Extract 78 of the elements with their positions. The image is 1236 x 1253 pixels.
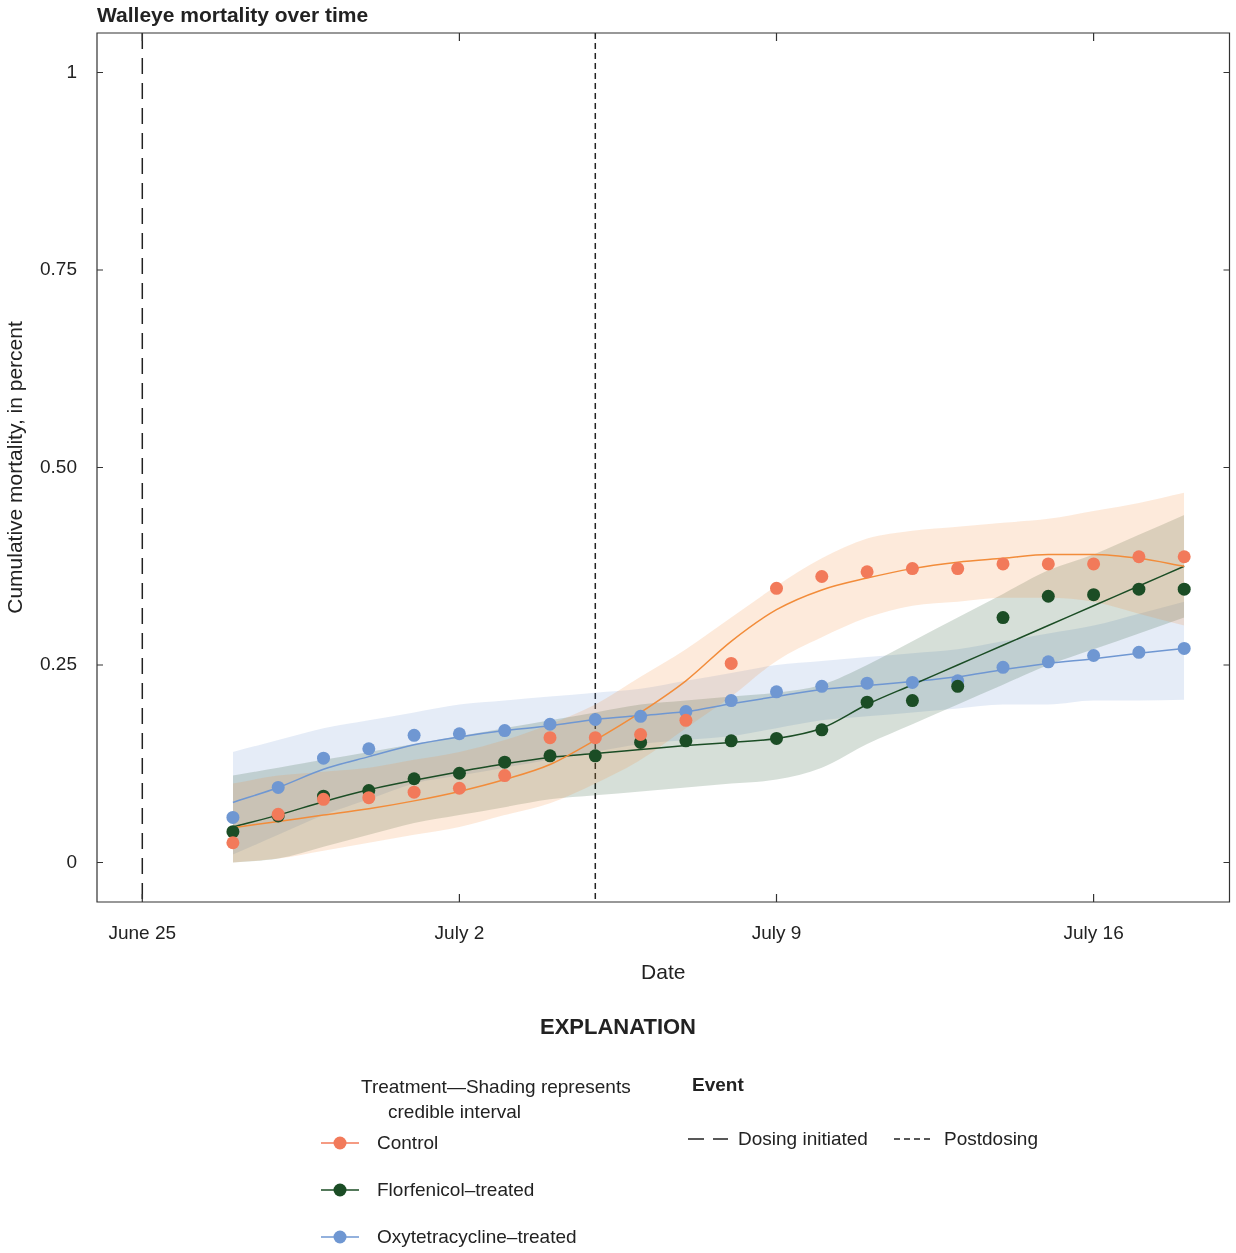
point bbox=[452, 781, 466, 795]
point bbox=[1041, 655, 1055, 669]
point bbox=[996, 660, 1010, 674]
point bbox=[951, 679, 965, 693]
point bbox=[1041, 557, 1055, 571]
point bbox=[543, 731, 557, 745]
point bbox=[226, 810, 240, 824]
text: Treatment—Shading represents credible interval bbox=[361, 1075, 632, 1124]
point bbox=[724, 734, 738, 748]
point bbox=[634, 709, 648, 723]
point bbox=[543, 749, 557, 763]
point bbox=[226, 825, 240, 839]
point bbox=[770, 685, 783, 699]
point bbox=[1087, 649, 1101, 663]
point bbox=[498, 769, 512, 783]
point bbox=[815, 570, 829, 584]
point bbox=[1087, 588, 1101, 602]
point bbox=[815, 723, 829, 737]
point bbox=[271, 780, 285, 794]
y-tick-label: 0.75 bbox=[40, 258, 77, 280]
y-tick-label: 1 bbox=[66, 60, 77, 82]
point bbox=[407, 772, 421, 786]
point bbox=[1177, 550, 1191, 564]
point bbox=[679, 713, 693, 727]
x-tick-label: June 25 bbox=[108, 921, 177, 943]
point bbox=[226, 836, 240, 850]
text: Event bbox=[692, 1074, 744, 1096]
point bbox=[724, 656, 738, 670]
legend-label: Oxytetracycline–treated bbox=[377, 1226, 577, 1248]
point bbox=[905, 562, 919, 576]
point bbox=[452, 766, 466, 780]
point bbox=[1041, 589, 1055, 603]
point bbox=[905, 694, 919, 708]
point bbox=[543, 717, 557, 731]
point bbox=[1132, 645, 1146, 659]
point bbox=[905, 675, 919, 689]
point bbox=[1177, 582, 1191, 596]
point bbox=[860, 695, 874, 709]
y-axis-title: Cumulative mortality, in percent bbox=[3, 321, 27, 614]
point bbox=[951, 562, 965, 576]
point bbox=[588, 731, 602, 745]
y-tick-label: 0.25 bbox=[40, 653, 77, 675]
point bbox=[860, 565, 874, 579]
point bbox=[724, 694, 738, 708]
legend-label: Dosing initiated bbox=[738, 1128, 868, 1150]
point bbox=[815, 679, 829, 693]
point bbox=[860, 676, 874, 690]
legend-label: Postdosing bbox=[944, 1128, 1039, 1150]
point bbox=[634, 728, 648, 742]
point bbox=[1132, 550, 1146, 564]
x-tick-label: July 9 bbox=[751, 921, 802, 943]
point bbox=[317, 751, 330, 765]
point bbox=[1177, 641, 1191, 655]
point bbox=[770, 731, 783, 745]
point bbox=[679, 734, 693, 748]
point bbox=[407, 785, 421, 799]
point bbox=[498, 755, 512, 769]
point bbox=[996, 557, 1010, 571]
point bbox=[362, 742, 376, 756]
x-axis-title: Date bbox=[641, 960, 686, 984]
point bbox=[452, 727, 466, 741]
point bbox=[362, 791, 376, 805]
point bbox=[498, 724, 512, 738]
point bbox=[588, 749, 602, 763]
legend-label: Control bbox=[377, 1132, 439, 1154]
x-tick-label: July 16 bbox=[1063, 921, 1124, 943]
legend-title: EXPLANATION bbox=[538, 1014, 697, 1040]
chart-title: Walleye mortality over time bbox=[97, 3, 369, 27]
x-tick-label: July 2 bbox=[434, 921, 485, 943]
point bbox=[1132, 582, 1146, 596]
y-tick-label: 0 bbox=[66, 850, 77, 872]
legend-label: Florfenicol–treated bbox=[377, 1179, 535, 1201]
y-tick-label: 0.50 bbox=[40, 455, 77, 477]
point bbox=[407, 728, 421, 742]
point bbox=[588, 713, 602, 727]
point bbox=[770, 581, 783, 595]
point bbox=[1087, 557, 1101, 571]
point bbox=[996, 611, 1010, 625]
